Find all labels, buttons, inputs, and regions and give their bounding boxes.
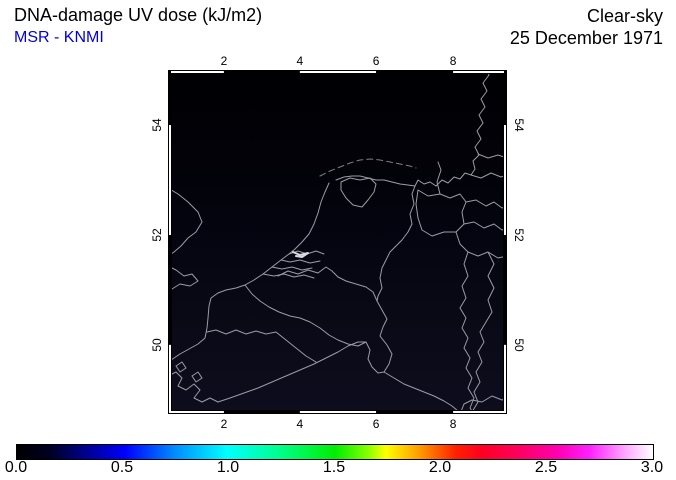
map-outline-be-fr-border xyxy=(244,284,367,347)
map-background xyxy=(168,70,507,414)
lon-tick-label-bottom: 8 xyxy=(449,417,457,431)
frame-segment xyxy=(453,411,507,414)
colorbar-tick-label: 2.5 xyxy=(534,459,558,476)
map-outline-frisian-coast xyxy=(335,175,416,187)
map-outline-rhine-meuse-delta-3 xyxy=(271,266,313,271)
map-outline-wadden-islands xyxy=(319,158,417,177)
condition-label: Clear-sky xyxy=(586,6,663,26)
map-outline-de-line-east-1 xyxy=(465,199,507,209)
map-outline-delta-bright-cluster xyxy=(292,251,309,258)
map-outline-england-norfolk-coast xyxy=(168,187,203,257)
map-outline-be-de-border xyxy=(376,300,393,373)
frame-segment xyxy=(299,70,377,73)
map-outline-seine-loop-2 xyxy=(191,371,203,383)
map-outline-somme-river xyxy=(206,329,277,335)
frame-segment xyxy=(504,344,507,414)
map-outline-ems-dollart xyxy=(414,179,437,187)
map-outline-seine-meanders xyxy=(168,371,219,403)
lon-tick-label-top: 2 xyxy=(220,54,228,68)
page-title: DNA-damage UV dose (kJ/m2) xyxy=(14,5,263,25)
map-outline-weser-river xyxy=(436,161,442,195)
source-label: MSR - KNMI xyxy=(14,29,104,46)
map-outline-german-bight-coast xyxy=(435,70,490,187)
colorbar-gradient xyxy=(16,444,654,460)
header-right: Clear-sky 25 December 1971 xyxy=(510,5,663,49)
date-label: 25 December 1971 xyxy=(509,28,663,48)
map-canvas xyxy=(168,70,507,414)
frame-segment xyxy=(504,70,507,126)
map-outline-de-line-east-3 xyxy=(455,231,507,259)
lon-tick-label-top: 8 xyxy=(449,54,457,68)
frame-segment xyxy=(168,70,171,126)
map-outline-lux-de-moselle xyxy=(383,371,415,389)
map-outline-oise-river xyxy=(275,331,317,363)
frame-segment xyxy=(299,411,377,414)
colorbar-tick-label: 2.0 xyxy=(428,459,452,476)
lat-tick-label-left: 50 xyxy=(150,338,164,352)
lon-tick-label-top: 4 xyxy=(296,54,304,68)
map-outline-nl-be-border xyxy=(277,266,378,302)
frame-segment xyxy=(504,125,507,236)
frame-segment xyxy=(504,235,507,345)
frame-segment xyxy=(168,411,224,414)
colorbar-tick-label: 1.0 xyxy=(216,459,240,476)
frame-segment xyxy=(168,125,171,236)
lat-tick-label-right: 52 xyxy=(512,228,526,242)
lat-tick-label-right: 50 xyxy=(512,338,526,352)
frame-segment xyxy=(223,70,300,73)
frame-segment xyxy=(168,235,171,345)
frame-outline-outer xyxy=(168,70,507,414)
map-outline-aisne-diagonal xyxy=(217,341,367,403)
map-outline-de-line-south-1 xyxy=(459,251,469,309)
map-outline-seine-loop-1 xyxy=(175,361,187,373)
colorbar-tick-label: 0.0 xyxy=(4,459,28,476)
map-outline-dutch-coast xyxy=(244,182,330,286)
lon-tick-label-bottom: 2 xyxy=(220,417,228,431)
lon-tick-label-top: 6 xyxy=(372,54,380,68)
map-outline-de-line-south-2 xyxy=(485,251,495,323)
map-outline-de-river-1 xyxy=(459,307,475,414)
frame-outline-inner xyxy=(171,73,504,411)
lon-tick-label-bottom: 4 xyxy=(296,417,304,431)
frame-segment xyxy=(168,344,171,414)
colorbar-tick-label: 0.5 xyxy=(110,459,134,476)
frame-segment xyxy=(376,411,454,414)
frame-segment xyxy=(453,70,507,73)
map-outline-rhine-valley-line xyxy=(459,395,507,414)
frame-segment xyxy=(376,70,454,73)
lat-tick-label-right: 54 xyxy=(512,118,526,132)
map-outline-de-line-east-2 xyxy=(463,221,507,231)
map-outline-french-channel-coast xyxy=(168,284,246,363)
colorbar-tick-label: 3.0 xyxy=(640,459,664,476)
map-outline-de-river-2 xyxy=(471,321,487,413)
colorbar-tick-label: 1.5 xyxy=(322,459,346,476)
lat-tick-label-left: 52 xyxy=(150,228,164,242)
map-outline-luxembourg-border xyxy=(365,341,385,374)
map-outline-england-thames-coast xyxy=(168,265,199,290)
map-outline-elbe-estuary xyxy=(477,153,507,159)
lon-tick-label-bottom: 6 xyxy=(372,417,380,431)
map-outline-nl-de-border xyxy=(376,185,416,302)
map-outline-westerschelde xyxy=(262,273,315,279)
lat-tick-label-left: 54 xyxy=(150,118,164,132)
map-outline-rhine-meuse-delta-2 xyxy=(280,259,321,264)
map-frame xyxy=(168,70,507,414)
frame-segment xyxy=(223,411,300,414)
map-outline-ijsselmeer xyxy=(340,177,377,208)
frame-segment xyxy=(168,70,224,73)
